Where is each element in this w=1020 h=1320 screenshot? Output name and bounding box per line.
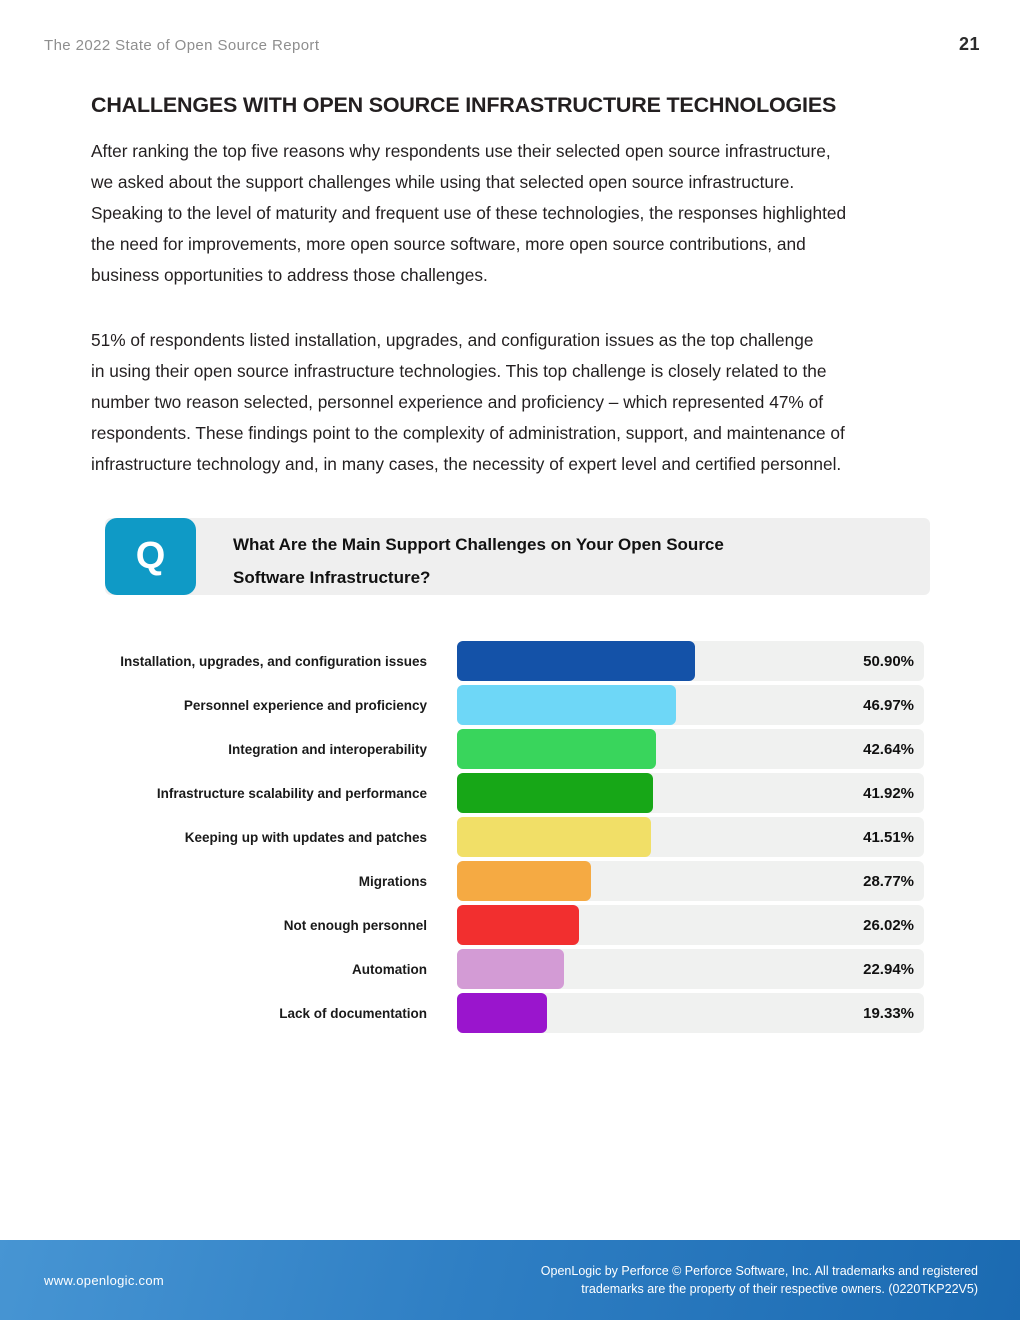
paragraph-intro: After ranking the top five reasons why r… xyxy=(91,141,847,285)
bar-fill xyxy=(457,817,651,857)
bar-track: 19.33% xyxy=(457,993,924,1033)
chart-row: Automation 22.94% xyxy=(97,949,924,989)
bar-value-label: 19.33% xyxy=(863,1004,914,1022)
question-icon: Q xyxy=(105,518,196,595)
chart-row: Integration and interoperability 42.64% xyxy=(97,729,924,769)
section-heading: CHALLENGES WITH OPEN SOURCE INFRASTRUCTU… xyxy=(91,93,837,117)
report-title: The 2022 State of Open Source Report xyxy=(44,37,320,54)
bar-value-label: 46.97% xyxy=(863,696,914,714)
question-callout: Q What Are the Main Support Challenges o… xyxy=(105,518,930,595)
chart-row: Not enough personnel 26.02% xyxy=(97,905,924,945)
bar-value-label: 50.90% xyxy=(863,652,914,670)
bar-value-label: 42.64% xyxy=(863,740,914,758)
bar-fill xyxy=(457,773,653,813)
paragraph-findings: 51% of respondents listed installation, … xyxy=(91,330,845,474)
bar-track: 41.51% xyxy=(457,817,924,857)
bar-fill xyxy=(457,905,579,945)
legal-text: OpenLogic by Perforce © Perforce Softwar… xyxy=(540,1264,978,1296)
question-icon-letter: Q xyxy=(135,535,166,577)
page-footer: www.openlogic.com OpenLogic by Perforce … xyxy=(0,1240,1020,1320)
bar-track: 42.64% xyxy=(457,729,924,769)
chart-row: Installation, upgrades, and configuratio… xyxy=(97,641,924,681)
bar-category-label: Integration and interoperability xyxy=(228,741,427,757)
bar-value-label: 41.51% xyxy=(863,828,914,846)
bar-category-label: Keeping up with updates and patches xyxy=(184,829,427,845)
bar-value-label: 41.92% xyxy=(863,784,914,802)
bar-category-label: Not enough personnel xyxy=(283,917,427,933)
chart-row: Personnel experience and proficiency 46.9… xyxy=(97,685,924,725)
chart-row: Migrations 28.77% xyxy=(97,861,924,901)
bar-category-label: Personnel experience and proficiency xyxy=(183,697,427,713)
bar-track: 50.90% xyxy=(457,641,924,681)
bar-value-label: 22.94% xyxy=(863,960,914,978)
bar-fill xyxy=(457,949,565,989)
bar-track: 28.77% xyxy=(457,861,924,901)
bar-category-label: Infrastructure scalability and performan… xyxy=(156,785,427,801)
question-text: What Are the Main Support Challenges on … xyxy=(233,535,724,587)
bar-category-label: Automation xyxy=(352,961,427,977)
page-header: The 2022 State of Open Source Report 21 xyxy=(44,34,980,55)
chart-row: Infrastructure scalability and performan… xyxy=(97,773,924,813)
bar-track: 41.92% xyxy=(457,773,924,813)
bar-category-label: Installation, upgrades, and configuratio… xyxy=(120,653,427,669)
bar-value-label: 28.77% xyxy=(863,872,914,890)
bar-fill xyxy=(457,641,695,681)
chart-row: Lack of documentation 19.33% xyxy=(97,993,924,1033)
support-challenges-bar-chart: Installation, upgrades, and configuratio… xyxy=(97,641,924,1037)
bar-track: 46.97% xyxy=(457,685,924,725)
bar-category-label: Migrations xyxy=(358,873,427,889)
website-link[interactable]: www.openlogic.com xyxy=(44,1272,164,1288)
bar-value-label: 26.02% xyxy=(863,916,914,934)
bar-track: 22.94% xyxy=(457,949,924,989)
bar-category-label: Lack of documentation xyxy=(279,1005,427,1021)
page-number: 21 xyxy=(958,34,980,54)
chart-row: Keeping up with updates and patches 41.51… xyxy=(97,817,924,857)
bar-fill xyxy=(457,861,592,901)
bar-track: 26.02% xyxy=(457,905,924,945)
bar-fill xyxy=(457,993,548,1033)
bar-fill xyxy=(457,685,677,725)
bar-fill xyxy=(457,729,657,769)
